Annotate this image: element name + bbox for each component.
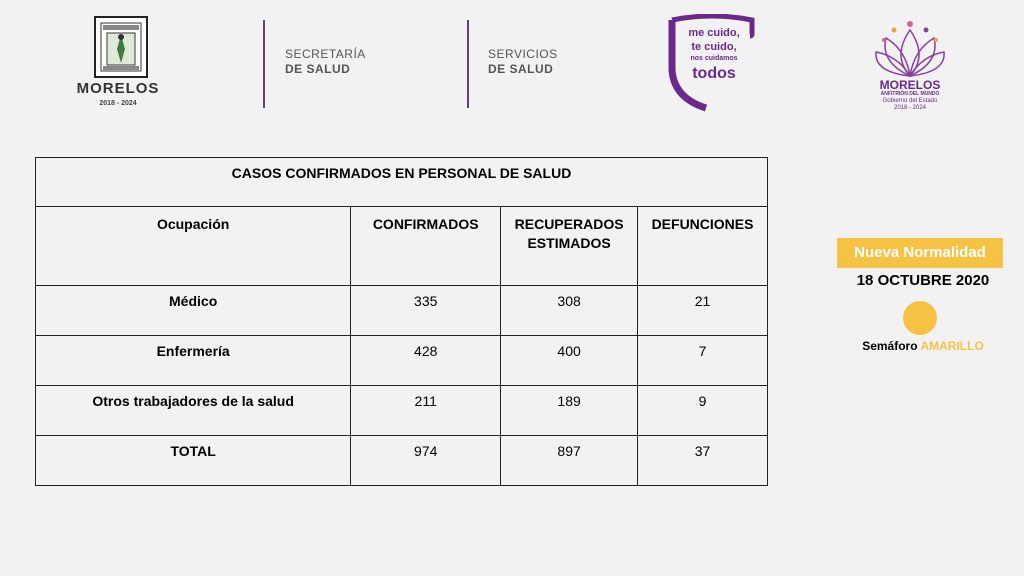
- agency2-line1: SERVICIOS: [488, 47, 558, 61]
- semaforo-label: Semáforo: [862, 339, 918, 353]
- report-date: 18 OCTUBRE 2020: [856, 272, 990, 289]
- morelos-logo-government: Gobierno del Estado 2018 - 2024: [862, 98, 958, 112]
- campaign-shield-icon: [668, 14, 755, 112]
- header-divider: [263, 20, 265, 108]
- cell-recuperados: 400: [500, 335, 639, 386]
- health-staff-cases-table: CASOS CONFIRMADOS EN PERSONAL DE SALUD O…: [34, 157, 768, 486]
- table-total-row: TOTAL 974 897 37: [34, 435, 768, 486]
- secretaria-salud-logo: SECRETARÍA DE SALUD: [285, 47, 366, 77]
- morelos-logo-tagline: ANFITRIÓN DEL MUNDO: [880, 91, 940, 97]
- campaign-line1: me cuido,: [688, 27, 740, 39]
- seal-years: 2018 - 2024: [99, 100, 137, 107]
- agency2-line2: DE SALUD: [488, 62, 554, 76]
- cell-recuperados: 897: [500, 435, 639, 486]
- row-label: Enfermería: [34, 335, 352, 386]
- servicios-salud-logo: SERVICIOS DE SALUD: [488, 47, 558, 77]
- table-title: CASOS CONFIRMADOS EN PERSONAL DE SALUD: [35, 157, 768, 207]
- table-row: Otros trabajadores de la salud 211 189 9: [34, 385, 768, 436]
- agency1-line1: SECRETARÍA: [285, 47, 366, 61]
- semaforo-color: AMARILLO: [920, 339, 984, 353]
- traffic-light-dot-icon: [903, 301, 937, 335]
- lotus-flower-icon: [875, 21, 945, 78]
- column-header: RECUPERADOS ESTIMADOS: [500, 206, 639, 286]
- seal-name: MORELOS: [76, 80, 160, 97]
- cell-confirmados: 335: [350, 285, 502, 336]
- column-header: CONFIRMADOS: [350, 206, 502, 286]
- morelos-logo-gov-line2: 2018 - 2024: [893, 105, 927, 111]
- campaign-line2: te cuido,: [691, 41, 737, 53]
- cell-confirmados: 211: [350, 385, 502, 436]
- cell-recuperados: 308: [500, 285, 639, 336]
- morelos-logo-gov-line1: Gobierno del Estado: [882, 98, 938, 104]
- row-label: TOTAL: [34, 435, 352, 486]
- column-header: DEFUNCIONES: [637, 206, 768, 286]
- cell-defunciones: 7: [637, 335, 768, 386]
- campaign-slogan: me cuido, te cuido, nos cuidamos todos: [672, 26, 756, 84]
- table-row: Médico 335 308 21: [34, 285, 768, 336]
- morelos-seal-icon: [94, 16, 148, 78]
- table-header-row: Ocupación CONFIRMADOS RECUPERADOS ESTIMA…: [34, 206, 768, 286]
- cell-defunciones: 21: [637, 285, 768, 336]
- campaign-line4: todos: [692, 65, 736, 82]
- header-divider: [467, 20, 469, 108]
- semaforo-status: Semáforo AMARILLO: [837, 339, 1009, 353]
- row-label: Médico: [34, 285, 352, 336]
- cell-defunciones: 9: [637, 385, 768, 436]
- cell-recuperados: 189: [500, 385, 639, 436]
- nueva-normalidad-badge: Nueva Normalidad: [837, 238, 1003, 268]
- cell-confirmados: 428: [350, 335, 502, 386]
- morelos-logo-name: MORELOS: [879, 78, 941, 92]
- campaign-line3: nos cuidamos: [690, 55, 738, 62]
- table-row: Enfermería 428 400 7: [34, 335, 768, 386]
- cell-defunciones: 37: [637, 435, 768, 486]
- cell-confirmados: 974: [350, 435, 502, 486]
- agency1-line2: DE SALUD: [285, 62, 351, 76]
- column-header: Ocupación: [34, 206, 352, 286]
- row-label: Otros trabajadores de la salud: [34, 385, 352, 436]
